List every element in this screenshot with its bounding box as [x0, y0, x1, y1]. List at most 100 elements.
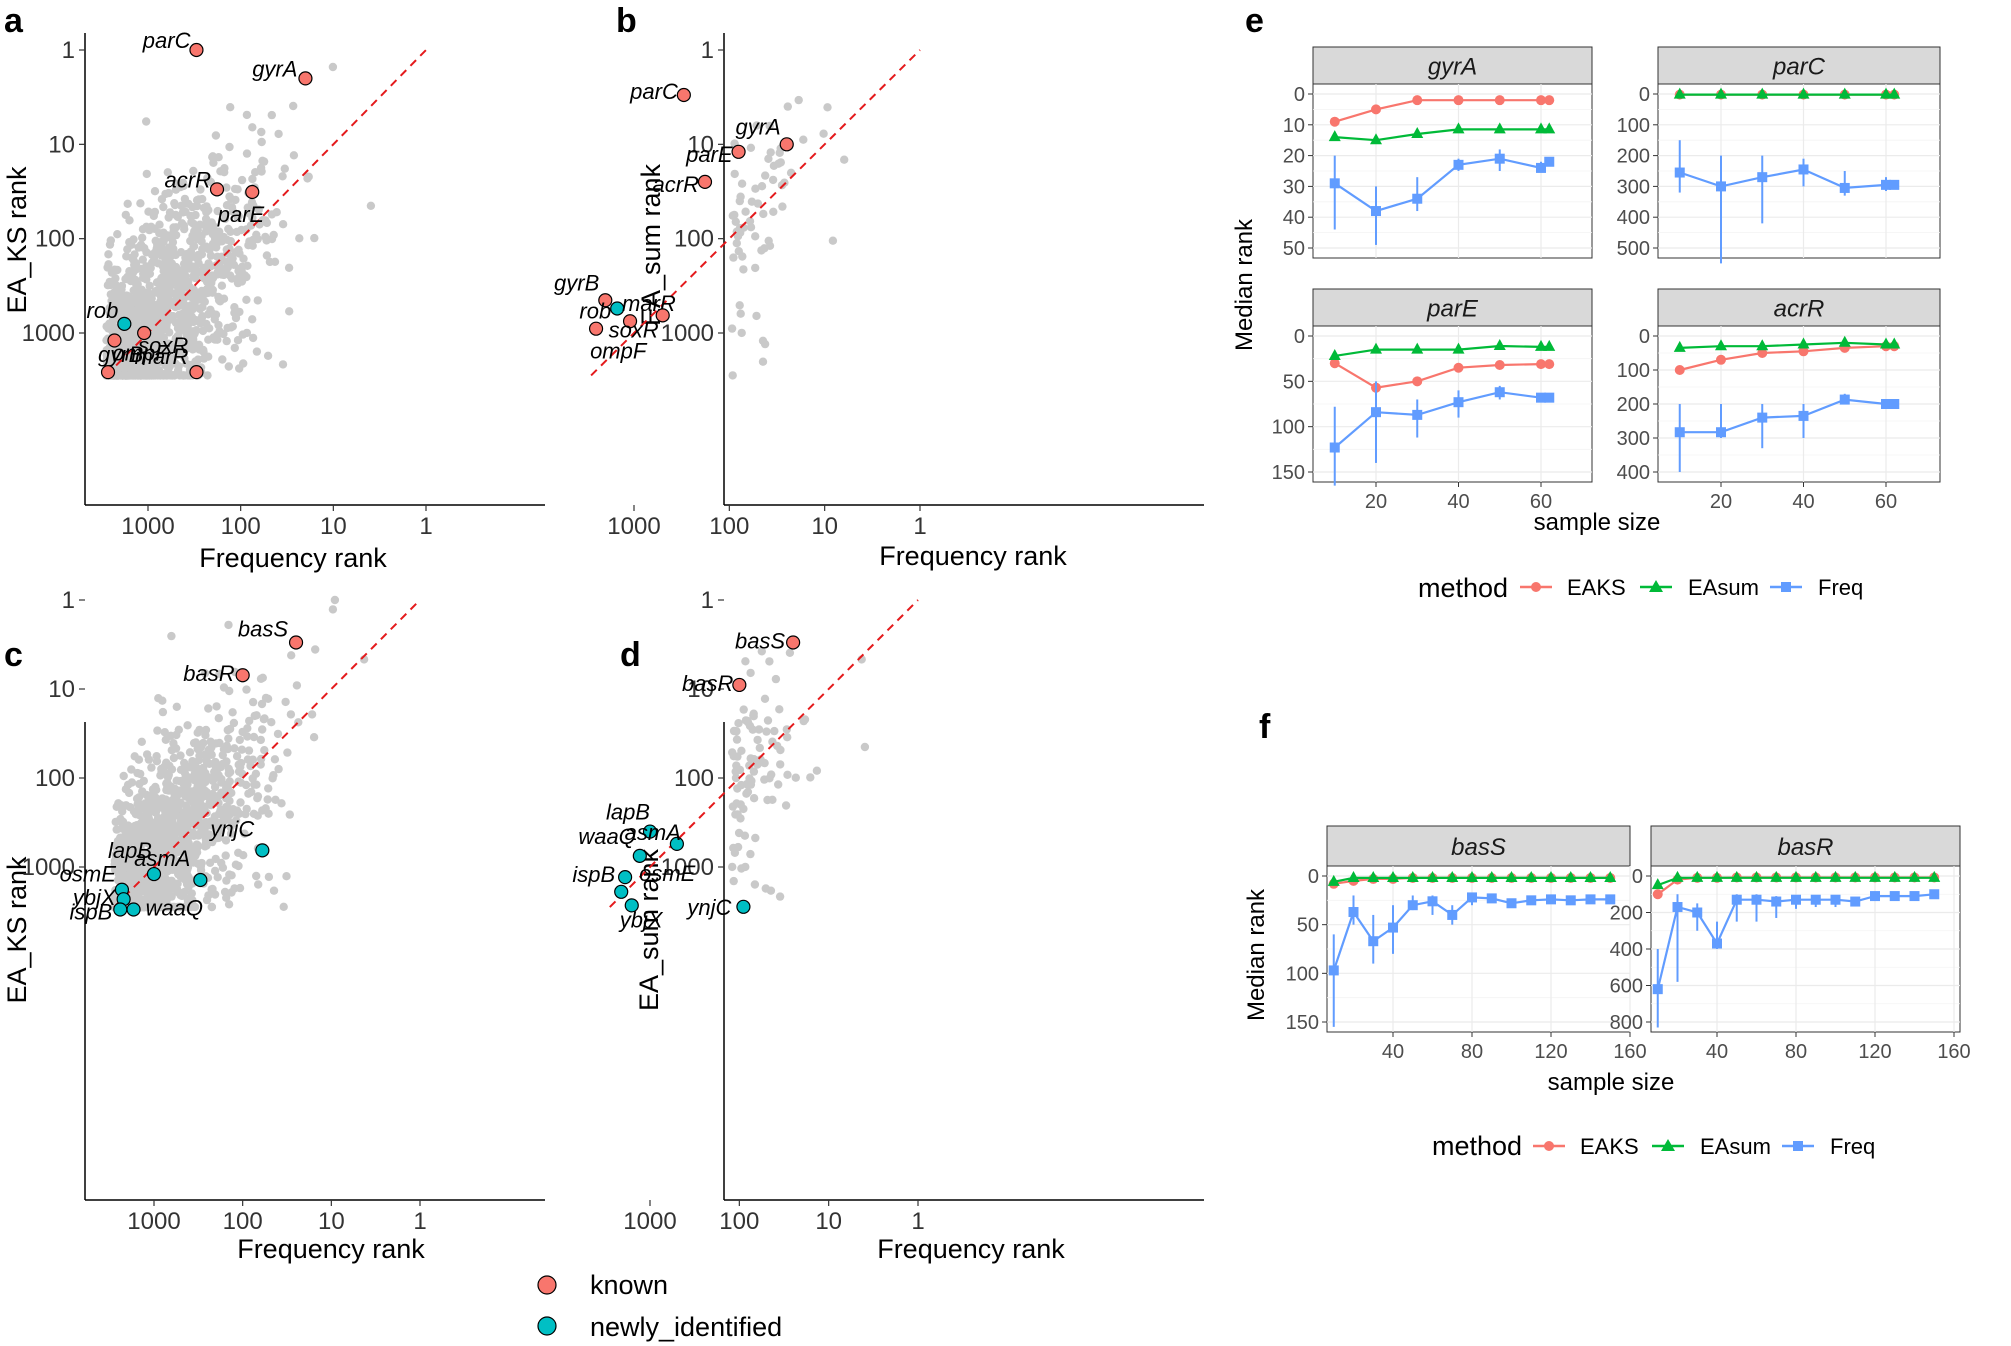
marker-eaks: [1371, 104, 1381, 115]
gene-point: [162, 902, 171, 912]
gene-point: [736, 309, 745, 318]
gene-label-gyrA: gyrA: [252, 56, 297, 81]
gene-point: [731, 767, 740, 776]
gene-point: [201, 838, 211, 847]
gene-point: [746, 143, 756, 152]
gene-point: [819, 129, 828, 138]
gene-point: [776, 760, 785, 769]
gene-point: [110, 288, 119, 297]
gene-point: [237, 262, 247, 271]
gene-point: [159, 202, 168, 212]
gene-point: [120, 801, 129, 811]
gene-point: [192, 848, 202, 857]
gene-point: [243, 755, 253, 764]
gene-point: [234, 861, 243, 871]
gene-point: [727, 324, 737, 333]
gene-point-asmA: [669, 836, 684, 851]
marker-freq: [1881, 179, 1891, 190]
gene-point: [234, 211, 243, 221]
marker-easum: [1849, 870, 1862, 882]
gene-point: [104, 250, 113, 259]
gene-point: [762, 727, 771, 736]
gene-point: [757, 246, 766, 255]
gene-point: [113, 364, 123, 373]
gene-label-parE: parE: [217, 202, 265, 227]
gene-point: [221, 836, 231, 845]
gene-point: [828, 236, 838, 245]
marker-easum: [1543, 122, 1556, 134]
gene-point: [203, 371, 212, 380]
gene-point: [248, 774, 257, 783]
gene-point: [206, 251, 216, 260]
marker-easum: [1711, 870, 1723, 882]
gene-point: [752, 121, 761, 130]
marker-freq: [1536, 392, 1546, 403]
marker-freq: [1712, 938, 1722, 949]
gene-point-gyrB: [598, 293, 613, 308]
gene-point: [754, 725, 764, 734]
gene-point: [238, 727, 247, 737]
gene-point: [171, 302, 180, 312]
gene-point: [761, 171, 770, 180]
gene-point: [259, 157, 269, 166]
gene-point: [159, 237, 168, 247]
gene-point-marR: [189, 365, 204, 380]
marker-eaks: [1494, 95, 1505, 106]
gene-point: [230, 884, 239, 893]
gene-point: [249, 732, 259, 742]
gene-label-lapB: lapB: [606, 800, 650, 825]
marker-freq: [1329, 442, 1340, 453]
gene-label-ispB: ispB: [69, 899, 112, 924]
gene-point: [330, 595, 340, 605]
gene-point: [751, 263, 760, 273]
gene-point: [237, 277, 247, 286]
gene-point: [195, 345, 204, 354]
gene-point-basS: [786, 635, 801, 650]
diagonal-line: [590, 49, 921, 377]
x-axis-label: sample size: [1548, 1069, 1675, 1096]
gene-point: [196, 185, 205, 194]
marker-easum: [1797, 87, 1810, 99]
gene-point: [129, 371, 138, 380]
facet-title: basS: [1451, 834, 1506, 861]
gene-point-lapB: [642, 824, 658, 839]
gene-point: [751, 184, 760, 193]
gene-point: [770, 726, 779, 736]
gene-point: [242, 110, 252, 120]
y-tick-label: 0: [1308, 866, 1319, 888]
gene-point: [728, 802, 738, 811]
gene-point: [145, 281, 154, 290]
gene-point: [239, 254, 248, 263]
gene-point: [213, 772, 222, 782]
gene-point: [189, 166, 198, 176]
y-tick-label: 100: [1617, 115, 1650, 137]
gene-point: [158, 879, 167, 888]
series-easum: [1673, 87, 1901, 99]
marker-eaks: [1329, 358, 1340, 369]
method-legend-f: method EAKS EAsum Freq: [1432, 1131, 1875, 1161]
gene-point: [246, 221, 256, 230]
gene-point: [165, 274, 174, 284]
series-easum: [1673, 335, 1901, 352]
gene-point: [118, 817, 128, 826]
gene-point: [235, 735, 244, 745]
gene-point: [166, 731, 175, 740]
gene-label-rob: rob: [579, 299, 611, 324]
gene-point-basR: [235, 668, 250, 683]
gene-point: [757, 647, 766, 656]
marker-freq: [1544, 156, 1555, 167]
facet-title: basR: [1777, 834, 1833, 861]
gene-point: [202, 788, 212, 797]
gene-point: [741, 862, 750, 872]
marker-easum: [1770, 870, 1783, 882]
gene-point: [258, 725, 267, 734]
gene-point: [134, 755, 144, 764]
gene-point-gyrA: [298, 71, 313, 86]
gene-point: [158, 707, 168, 717]
gene-point: [257, 699, 267, 709]
x-tick-label: 80: [1785, 1041, 1807, 1063]
gene-point: [183, 780, 192, 789]
marker-easum: [1838, 335, 1851, 347]
gene-point: [198, 303, 207, 312]
gene-point: [171, 185, 181, 194]
